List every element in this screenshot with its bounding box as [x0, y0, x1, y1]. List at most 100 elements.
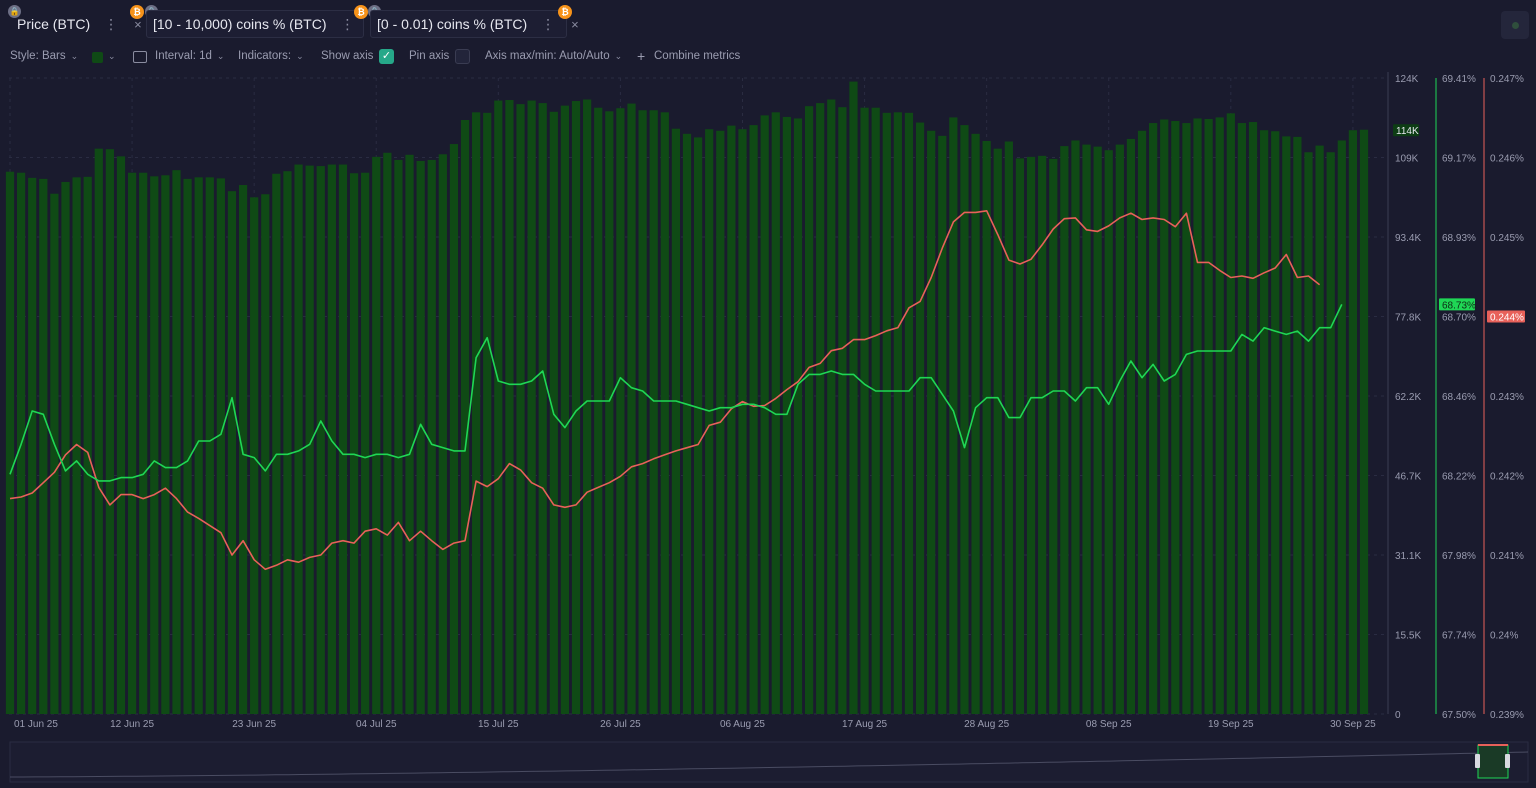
price-bar — [616, 108, 625, 714]
price-tick-label: 15.5K — [1395, 631, 1421, 642]
pin-axis-checkbox[interactable] — [455, 49, 470, 64]
price-bar — [538, 103, 547, 715]
price-bar — [949, 117, 958, 715]
price-bar — [793, 118, 803, 714]
x-tick-label: 28 Aug 25 — [964, 719, 1009, 730]
price-bar — [1071, 140, 1080, 715]
price-bar — [927, 130, 936, 715]
green-tick-label: 68.46% — [1442, 392, 1476, 403]
color-dropdown[interactable]: ⌄ — [103, 50, 116, 62]
series-lines — [9, 210, 1343, 571]
price-bar — [1115, 144, 1124, 714]
indicators-dropdown[interactable]: Indicators: ⌄ — [238, 50, 304, 62]
price-bar — [372, 156, 381, 715]
red-current-badge-bg — [1487, 310, 1525, 323]
tab-menu-icon[interactable]: ⋮ — [340, 15, 355, 32]
close-icon[interactable]: × — [571, 16, 579, 32]
price-bars — [5, 81, 1369, 715]
axis-maxmin-dropdown[interactable]: Axis max/min: Auto/Auto ⌄ — [485, 50, 622, 62]
bitcoin-icon: ₿ — [558, 5, 572, 19]
show-axis-label: Show axis — [321, 50, 374, 62]
price-tick-label: 109K — [1395, 154, 1419, 165]
price-bar — [150, 176, 159, 714]
price-bar — [1149, 123, 1158, 714]
chart-axes: 124K 109K 93.4K 77.8K 62.2K 46.7K 31.1K 15.5K 0 6… — [1387, 72, 1525, 721]
combine-metrics-button[interactable]: Combine metrics — [654, 50, 741, 62]
price-bar — [127, 172, 137, 715]
price-bar — [427, 159, 436, 714]
price-bar — [671, 128, 681, 714]
price-bar — [1126, 138, 1136, 714]
price-bar — [16, 172, 26, 715]
green-tick-label: 69.17% — [1442, 154, 1476, 165]
price-bar — [483, 112, 492, 714]
plus-icon: + — [637, 48, 646, 64]
price-bar — [560, 105, 570, 714]
style-dropdown[interactable]: Style: Bars ⌄ — [10, 50, 78, 62]
x-axis-labels: 01 Jun 25 12 Jun 25 23 Jun 25 04 Jul 25 15 J… — [14, 719, 1376, 730]
price-bar — [305, 165, 314, 714]
green-series-line — [9, 304, 1343, 482]
price-bar — [238, 185, 248, 714]
price-bar — [1237, 123, 1247, 714]
price-bar — [1337, 140, 1346, 715]
price-bar — [338, 164, 348, 715]
price-bar — [771, 112, 780, 714]
price-bar — [1215, 117, 1224, 715]
price-bar — [1104, 150, 1113, 714]
price-bar — [1160, 119, 1169, 715]
price-bar — [649, 110, 658, 714]
price-bar — [749, 125, 758, 715]
red-tick-label: 0.244% — [1490, 313, 1524, 324]
price-bar — [472, 112, 481, 714]
price-bar — [516, 104, 525, 715]
price-bar — [816, 103, 825, 715]
color-picker[interactable] — [92, 52, 103, 63]
x-tick-label: 12 Jun 25 — [110, 719, 154, 730]
range-navigator[interactable] — [9, 741, 1529, 783]
green-tick-label: 67.50% — [1442, 710, 1476, 721]
price-bar — [61, 181, 70, 714]
price-bar — [438, 154, 447, 715]
navigator-handle-left — [1475, 754, 1480, 768]
interval-dropdown[interactable]: Interval: 1d ⌄ — [155, 50, 224, 62]
tab-green-coins[interactable]: [10 - 10,000) coins % (BTC) ⋮ × — [146, 10, 378, 38]
x-tick-label: 23 Jun 25 — [232, 719, 276, 730]
calendar-icon[interactable] — [133, 51, 147, 63]
bitcoin-icon: ₿ — [130, 5, 144, 19]
red-tick-label: 0.247% — [1490, 74, 1524, 85]
red-tick-label: 0.24% — [1490, 631, 1518, 642]
price-bar — [660, 112, 669, 714]
tab-menu-icon[interactable]: ⋮ — [104, 15, 119, 32]
price-bar — [904, 112, 914, 714]
price-bar — [594, 107, 603, 714]
tab-price-btc[interactable]: Price (BTC) ⋮ × — [10, 10, 142, 38]
price-bar — [272, 173, 281, 714]
price-bar — [882, 112, 891, 714]
price-bar — [549, 111, 558, 715]
price-bar — [938, 135, 947, 715]
price-bar — [1015, 158, 1025, 714]
price-bar — [1293, 136, 1302, 714]
price-bar — [394, 159, 403, 714]
tab-menu-icon[interactable]: ⋮ — [541, 15, 556, 32]
settings-button[interactable] — [1501, 11, 1529, 39]
price-bar — [183, 178, 192, 714]
tab-red-coins[interactable]: [0 - 0.01) coins % (BTC) ⋮ × — [370, 10, 579, 38]
price-bar — [1326, 152, 1335, 714]
price-bar — [172, 170, 181, 715]
price-bar — [105, 149, 114, 714]
red-tick-label: 0.246% — [1490, 154, 1524, 165]
chevron-down-icon: ⌄ — [296, 51, 304, 61]
price-bar — [860, 107, 869, 714]
price-bar — [1204, 118, 1213, 715]
price-bar — [227, 191, 237, 715]
price-bar — [1248, 122, 1258, 715]
show-axis-checkbox[interactable]: ✓ — [379, 49, 394, 64]
price-bar — [571, 101, 581, 715]
x-tick-label: 19 Sep 25 — [1208, 719, 1254, 730]
navigator-selection — [1477, 744, 1509, 779]
close-icon[interactable]: × — [134, 16, 142, 32]
price-bar — [72, 177, 81, 715]
